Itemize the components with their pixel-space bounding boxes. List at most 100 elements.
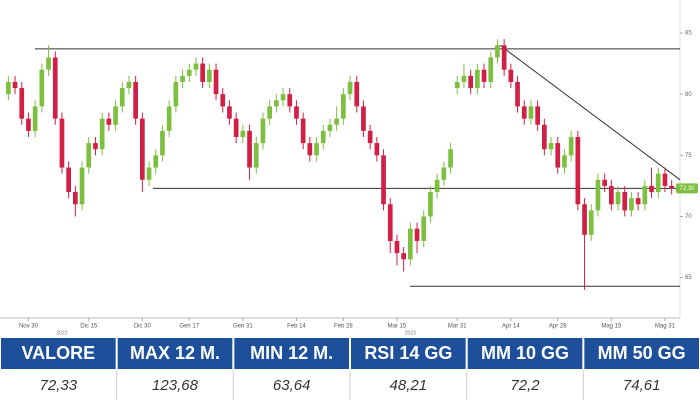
candle-body <box>575 136 581 205</box>
candle-body <box>39 69 45 107</box>
candle-body <box>655 173 661 193</box>
candle-body <box>568 136 574 156</box>
table-header-cell <box>1 338 116 369</box>
table-value: 123,68 <box>152 377 199 394</box>
candle-body <box>180 75 185 82</box>
candle-body <box>515 81 520 107</box>
candle-body <box>521 106 527 119</box>
candle-body <box>253 143 259 168</box>
candle-body <box>207 69 212 82</box>
x-tick-label: Nov 30 <box>19 324 39 330</box>
candle-body <box>119 88 125 107</box>
candle-body <box>59 118 65 168</box>
candle-body <box>133 81 138 119</box>
year-label: 2023 <box>405 330 416 336</box>
last-price-label: 72,30 <box>679 186 695 192</box>
last-price-tag <box>676 183 698 194</box>
candle-body <box>421 216 427 241</box>
candle-body <box>247 130 252 168</box>
candle-body <box>200 63 205 82</box>
candle-body <box>582 204 587 235</box>
candle-body <box>267 106 272 119</box>
x-tick-label: Gen 31 <box>233 324 253 330</box>
candle-body <box>99 118 105 150</box>
candle-body <box>508 69 514 82</box>
table-header-cell <box>117 338 233 369</box>
candle-body <box>113 106 118 125</box>
y-tick-label: 85 <box>685 31 692 37</box>
candle-body <box>327 124 333 131</box>
candle-body <box>454 81 460 89</box>
candle-body <box>79 167 85 205</box>
candle-body <box>193 63 199 70</box>
table-header-cell <box>351 338 466 369</box>
candle-body <box>140 118 145 180</box>
candle-body <box>307 143 313 156</box>
candle-body <box>434 179 440 193</box>
candle-body <box>146 167 152 180</box>
candle-body <box>374 143 380 156</box>
candle-body <box>609 185 614 205</box>
candle-body <box>334 118 339 125</box>
table-header: MIN 12 M. <box>250 343 333 363</box>
table-header: RSI 14 GG <box>364 343 452 363</box>
candle-body <box>602 179 607 186</box>
candle-body <box>300 118 306 144</box>
candle-body <box>93 143 98 150</box>
candle-body <box>629 198 634 211</box>
candle-body <box>160 130 165 156</box>
candle-body <box>408 228 413 260</box>
candle-body <box>381 155 386 205</box>
year-label: 2022 <box>56 330 67 336</box>
candle-body <box>240 130 246 137</box>
plot-background <box>0 0 700 335</box>
candle-body <box>6 81 11 95</box>
x-tick-label: Apr 28 <box>549 324 567 330</box>
candle-body <box>153 155 159 168</box>
candle-body <box>106 118 112 125</box>
candle-body <box>441 167 447 180</box>
candle-body <box>260 118 266 144</box>
candle-body <box>12 81 18 89</box>
candle-body <box>528 106 534 119</box>
candle-body <box>501 45 507 70</box>
candle-body <box>622 192 628 211</box>
candle-body <box>213 69 219 95</box>
candle-body <box>287 94 293 107</box>
candle-body <box>52 57 58 119</box>
candle-body <box>314 143 319 156</box>
candle-body <box>361 106 366 131</box>
candle-body <box>542 124 547 150</box>
candle-body <box>588 210 594 235</box>
y-tick-label: 80 <box>685 92 692 98</box>
x-tick-label: Mag 15 <box>601 324 622 330</box>
x-tick-label: Dic 30 <box>134 324 152 330</box>
candle-body <box>562 155 567 168</box>
candle-body <box>220 94 226 107</box>
x-tick-label: Mar 31 <box>448 324 467 330</box>
candle-body <box>555 143 561 168</box>
table-header-cell <box>584 338 699 369</box>
candle-body <box>166 106 172 131</box>
candle-body <box>46 57 51 70</box>
candle-body <box>595 179 601 211</box>
candle-body <box>635 198 641 205</box>
candle-body <box>548 143 554 150</box>
candle-body <box>649 185 654 193</box>
candle-body <box>274 100 279 107</box>
candle-body <box>414 228 420 241</box>
candle-body <box>488 57 494 82</box>
table-header-cell <box>234 338 349 369</box>
y-tick-label: 65 <box>685 275 692 281</box>
candle-body <box>448 149 453 168</box>
candle-body <box>354 81 360 107</box>
candle-body <box>126 81 132 89</box>
table-header-cell <box>467 338 583 369</box>
table-value: 72,2 <box>510 377 540 394</box>
x-tick-label: Gen 17 <box>179 324 199 330</box>
candle-body <box>320 130 326 144</box>
candle-body <box>32 106 38 131</box>
x-tick-label: Feb 14 <box>287 324 306 330</box>
